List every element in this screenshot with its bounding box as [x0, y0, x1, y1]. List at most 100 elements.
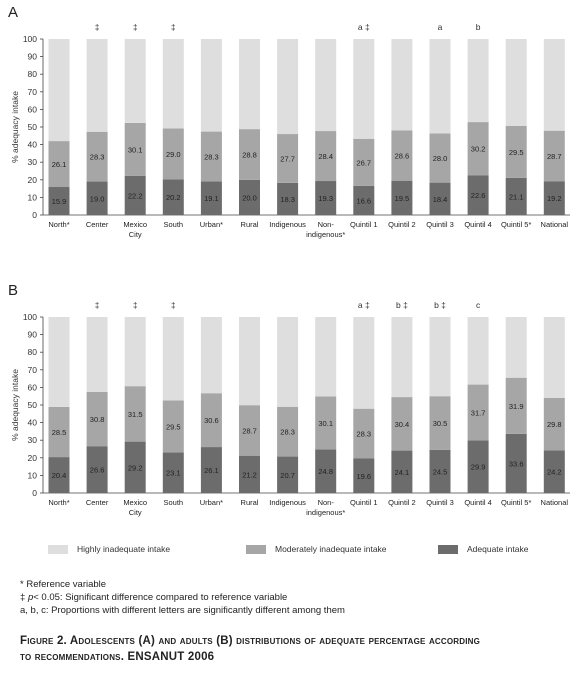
bar-segment [429, 449, 451, 493]
data-label: 30.4 [395, 420, 410, 429]
data-label: 33.6 [509, 459, 524, 468]
bar-segment [505, 39, 527, 126]
bar-segment [543, 450, 565, 493]
x-tick-label: South [163, 220, 183, 229]
bar-segment [200, 181, 222, 215]
x-tick-label: City [129, 508, 142, 517]
x-tick-label: Quintil 1 [350, 220, 378, 229]
bar-segment [505, 177, 527, 215]
bar-segment [86, 391, 108, 447]
x-tick-label: indigenous* [306, 508, 345, 517]
bar-segment [429, 317, 451, 397]
bar-segment [429, 182, 451, 215]
caption-line-1: Figure 2. Adolescents (A) and adults (B)… [20, 635, 481, 647]
data-label: 31.5 [128, 410, 143, 419]
y-axis-label: % adequacy intake [10, 369, 20, 441]
data-label: 20.7 [280, 471, 295, 480]
significance-marker: ‡ [95, 22, 100, 32]
data-label: 22.6 [471, 191, 486, 200]
x-tick-label: Indigenous [269, 498, 306, 507]
bar-segment [467, 39, 489, 123]
y-tick-label: 30 [28, 157, 38, 167]
data-label: 30.6 [204, 416, 219, 425]
data-label: 24.2 [547, 468, 562, 477]
data-label: 29.9 [471, 463, 486, 472]
bar-segment [200, 317, 222, 394]
bar-segment [200, 393, 222, 448]
x-tick-label: Mexico [123, 220, 147, 229]
bar-segment [505, 317, 527, 378]
bar-segment [86, 181, 108, 215]
significance-marker: ‡ [133, 300, 138, 310]
bar-segment [277, 317, 299, 407]
bar-segment [543, 39, 565, 131]
x-tick-label: Quintil 5* [501, 220, 532, 229]
bar-segment [315, 39, 337, 132]
significance-marker: ‡ [133, 22, 138, 32]
x-tick-label: South [163, 498, 183, 507]
x-tick-label: Quintil 2 [388, 220, 416, 229]
y-tick-label: 70 [28, 87, 38, 97]
significance-marker: c [476, 300, 481, 310]
legend-swatch-adequate [438, 544, 458, 554]
bar-segment [353, 39, 375, 139]
x-tick-label: Quintil 4 [464, 220, 492, 229]
bar-segment [391, 180, 413, 215]
footnote-significance: ‡ p< 0.05: Significant difference compar… [20, 591, 345, 604]
data-label: 30.2 [471, 145, 486, 154]
data-label: 28.5 [52, 428, 67, 437]
bar-segment [124, 386, 146, 442]
bar-segment [315, 396, 337, 450]
bar-segment [48, 141, 70, 188]
data-label: 27.7 [280, 154, 295, 163]
bar-segment [200, 131, 222, 182]
data-label: 20.0 [242, 193, 257, 202]
x-tick-label: indigenous* [306, 230, 345, 239]
significance-marker: ‡ [171, 22, 176, 32]
y-tick-label: 10 [28, 192, 38, 202]
bar-segment [124, 175, 146, 215]
y-tick-label: 90 [28, 330, 38, 340]
bar-segment [48, 406, 70, 458]
legend-swatch-moderately [246, 544, 266, 554]
bar-segment [543, 181, 565, 215]
bar-segment [277, 134, 299, 183]
bar-segment [48, 457, 70, 493]
bar-segment [543, 397, 565, 451]
x-tick-label: Mexico [123, 498, 147, 507]
x-tick-label: Urban* [200, 220, 223, 229]
bar-segment [124, 441, 146, 493]
bar-segment [353, 185, 375, 215]
data-label: 19.6 [356, 472, 371, 481]
y-tick-label: 0 [32, 210, 37, 220]
bar-segment [239, 129, 260, 180]
y-tick-label: 40 [28, 418, 38, 428]
data-label: 30.5 [433, 419, 448, 428]
bar-segment [391, 130, 413, 181]
x-tick-label: Quintil 3 [426, 220, 454, 229]
footnote-significance-text: < 0.05: Significant difference compared … [33, 592, 288, 603]
y-tick-label: 80 [28, 347, 38, 357]
bar-segment [467, 317, 489, 385]
bar-segment [277, 39, 299, 135]
significance-marker: ‡ [171, 300, 176, 310]
bar-segment [391, 450, 413, 493]
legend-item-highly: Highly inadequate intake [48, 544, 170, 554]
data-label: 20.4 [52, 471, 67, 480]
data-label: 28.3 [204, 152, 219, 161]
bar-segment [48, 187, 70, 215]
legend-label-adequate: Adequate intake [467, 544, 529, 554]
data-label: 18.3 [280, 195, 295, 204]
bar-segment [315, 131, 337, 182]
x-tick-label: City [129, 230, 142, 239]
data-label: 28.6 [395, 152, 410, 161]
footnote-letters: a, b, c: Proportions with different lett… [20, 605, 345, 616]
data-label: 29.5 [166, 422, 181, 431]
footnote-p: p [27, 592, 34, 603]
data-label: 21.1 [509, 192, 524, 201]
data-label: 30.8 [90, 415, 105, 424]
bar-segment [467, 440, 489, 493]
y-tick-label: 100 [23, 34, 37, 44]
data-label: 30.1 [318, 419, 333, 428]
bar-segment [86, 317, 108, 392]
